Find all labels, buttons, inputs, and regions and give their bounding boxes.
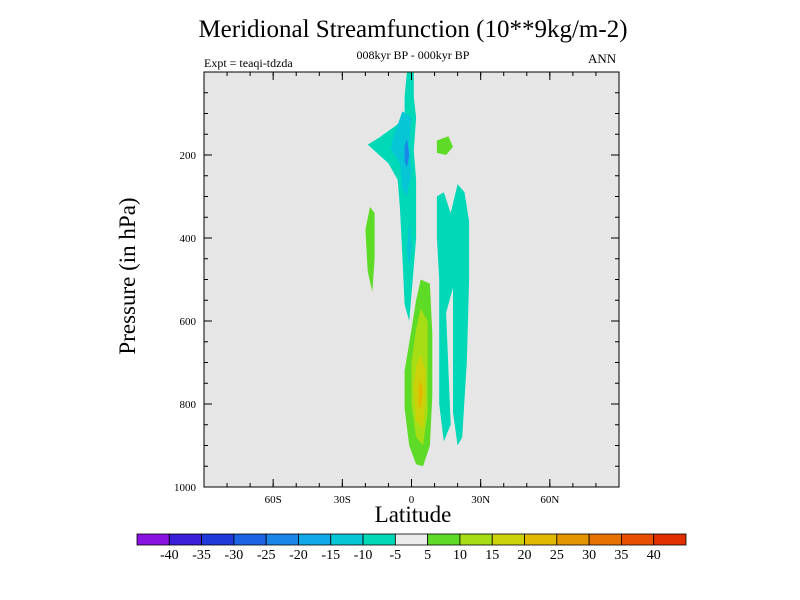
colorbar-label: 30 [582, 548, 596, 563]
contour-region-2 [404, 138, 410, 168]
y-tick-label: 200 [180, 150, 197, 162]
chart-subtitle: 008kyr BP - 000kyr BP [356, 48, 470, 62]
colorbar-label: 25 [550, 548, 564, 563]
colorbar-box [427, 533, 461, 546]
colorbar-box [265, 533, 299, 546]
colorbar-box [653, 533, 687, 546]
colorbar-box [298, 533, 332, 546]
colorbar: -40 -35 -30 -25 -20 -15 -10 -5 5 10 15 20 25 30 35 40 [136, 533, 687, 563]
colorbar-label: -5 [390, 548, 402, 563]
colorbar-label: 10 [453, 548, 467, 563]
y-tick-label: 600 [180, 316, 197, 328]
x-tick-label: 30S [334, 494, 351, 506]
colorbar-box [556, 533, 590, 546]
y-tick-label: 800 [180, 399, 197, 411]
x-tick-label: 0 [409, 494, 415, 506]
contour-region-10 [418, 379, 423, 409]
colorbar-box [233, 533, 267, 546]
colorbar-box [330, 533, 364, 546]
x-axis-label: Latitude [374, 502, 452, 527]
y-tick-label: 400 [180, 233, 197, 245]
contour-region-3 [406, 221, 412, 267]
colorbar-label: -15 [321, 548, 340, 563]
colorbar-box [459, 533, 493, 546]
colorbar-label: 5 [424, 548, 431, 563]
experiment-label: Expt = teaqi-tdzda [204, 56, 293, 70]
colorbar-box [394, 533, 429, 546]
colorbar-label: 15 [485, 548, 499, 563]
colorbar-label: -35 [192, 548, 211, 563]
chart-title: Meridional Streamfunction (10**9kg/m-2) [198, 16, 628, 43]
contour-region-6 [365, 206, 375, 292]
colorbar-box [136, 533, 170, 546]
x-tick-label: 60N [540, 494, 559, 506]
y-tick-label: 1000 [174, 482, 197, 494]
colorbar-label: 40 [647, 548, 661, 563]
colorbar-box [491, 533, 525, 546]
colorbar-label: -10 [354, 548, 373, 563]
colorbar-label: 20 [518, 548, 532, 563]
colorbar-box [201, 533, 235, 546]
colorbar-label: -40 [160, 548, 179, 563]
plot-area [204, 72, 619, 487]
contour-region-4 [436, 184, 470, 446]
colorbar-label: 35 [614, 548, 628, 563]
contour-region-1 [390, 111, 412, 197]
axes: 60S 30S 0 30N 60N 200 400 600 800 1000 [174, 71, 620, 506]
x-tick-label: 60S [265, 494, 282, 506]
colorbar-box [621, 533, 655, 546]
season-label: ANN [588, 51, 617, 66]
colorbar-label: -25 [257, 548, 276, 563]
colorbar-label: -30 [225, 548, 244, 563]
colorbar-box [168, 533, 202, 546]
colorbar-box [588, 533, 622, 546]
colorbar-label: -20 [289, 548, 308, 563]
x-tick-label: 30N [471, 494, 490, 506]
colorbar-box [362, 533, 396, 546]
contour-region-5 [436, 136, 453, 155]
colorbar-box [524, 533, 558, 546]
